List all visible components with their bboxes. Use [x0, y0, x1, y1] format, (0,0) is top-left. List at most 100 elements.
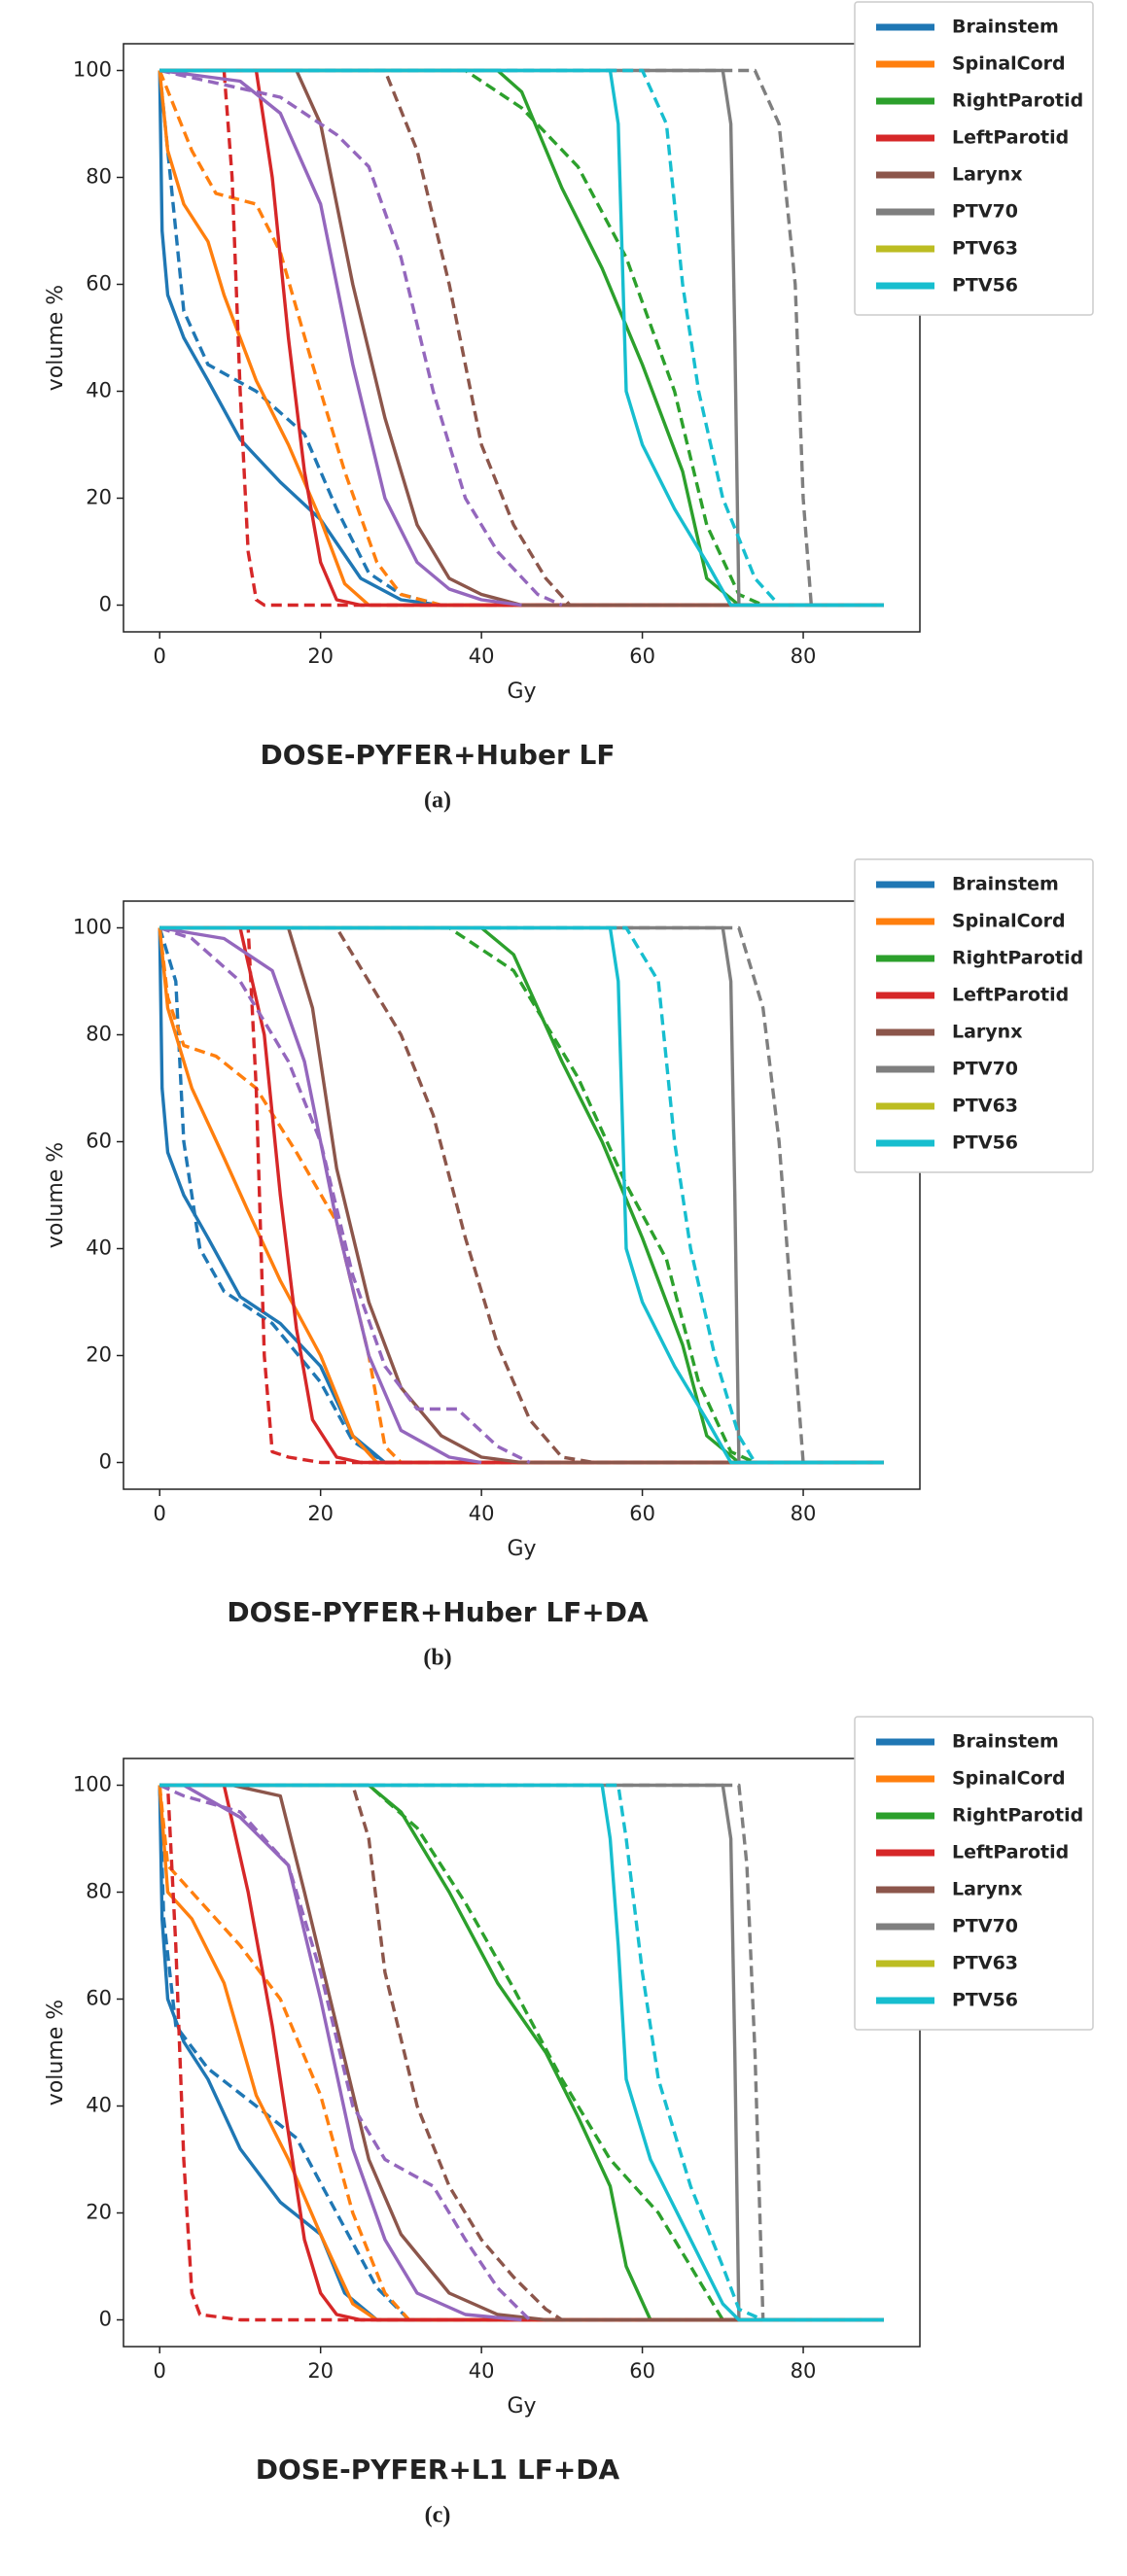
y-tick-label: 0 [99, 593, 112, 616]
x-axis-label: Gy [507, 2394, 536, 2419]
chart-title: DOSE-PYFER+L1 LF+DA [256, 2454, 620, 2486]
series-line [158, 70, 884, 608]
series-line [159, 68, 884, 608]
x-tick-label: 0 [154, 2359, 166, 2383]
x-tick-label: 0 [154, 644, 166, 668]
series-line [158, 1785, 884, 2322]
legend-label: SpinalCord [952, 1768, 1066, 1790]
legend-label: Brainstem [952, 17, 1059, 38]
legend-box [854, 1716, 1094, 2031]
y-tick-label: 40 [86, 1236, 112, 1260]
series-line [159, 1783, 884, 2322]
y-tick-label: 60 [86, 1130, 112, 1153]
y-tick-label: 0 [99, 2308, 112, 2331]
legend-label: LeftParotid [952, 985, 1069, 1006]
y-tick-label: 80 [86, 165, 112, 189]
chart-panel: 0 20 40 60 80 0 20 40 60 80 100 Gy volume % Brainstem… [44, 858, 1094, 1671]
series-line [158, 927, 884, 1465]
legend-label: SpinalCord [952, 53, 1066, 75]
series-line [159, 1783, 884, 2322]
y-tick-label: 80 [86, 1023, 112, 1046]
x-tick-label: 20 [307, 2359, 334, 2383]
series-line [158, 927, 884, 1465]
legend-label: RightParotid [952, 1805, 1083, 1827]
legend-label: LeftParotid [952, 127, 1069, 149]
legend-label: PTV70 [952, 1059, 1018, 1080]
legend-box [854, 858, 1094, 1173]
legend-label: Larynx [952, 1022, 1022, 1043]
series-line [159, 925, 884, 1465]
series-line [159, 68, 884, 608]
series-line [159, 925, 884, 1465]
y-tick-label: 60 [86, 272, 112, 296]
y-tick-label: 20 [86, 486, 112, 509]
series-line [158, 1785, 884, 2322]
legend-label: Larynx [952, 164, 1022, 186]
x-axis-label: Gy [507, 679, 536, 704]
legend-label: SpinalCord [952, 911, 1066, 932]
chart-title: DOSE-PYFER+Huber LF+DA [227, 1596, 649, 1628]
x-tick-label: 40 [469, 2359, 495, 2383]
x-tick-label: 40 [469, 644, 495, 668]
legend-label: RightParotid [952, 90, 1083, 112]
series-line [158, 68, 522, 608]
y-axis-label: volume % [44, 2000, 68, 2106]
series-line [158, 927, 884, 1465]
x-tick-label: 80 [791, 2359, 817, 2383]
legend-label: PTV63 [952, 238, 1018, 260]
y-tick-label: 40 [86, 2094, 112, 2117]
panel-label: (a) [424, 788, 451, 814]
series-line [159, 925, 884, 1465]
x-tick-label: 80 [791, 644, 817, 668]
series-line [159, 68, 884, 608]
legend-label: PTV63 [952, 1953, 1018, 1974]
y-axis-label: volume % [44, 1142, 68, 1248]
series-line [159, 68, 884, 608]
series-line [159, 925, 884, 1465]
y-tick-label: 100 [73, 58, 112, 82]
series-line [159, 925, 884, 1465]
series-line [159, 68, 884, 608]
x-tick-label: 20 [307, 1502, 334, 1525]
x-tick-label: 40 [469, 1502, 495, 1525]
x-tick-label: 80 [791, 1502, 817, 1525]
legend-label: RightParotid [952, 948, 1083, 969]
panel-label: (c) [425, 2503, 451, 2528]
plot-frame [123, 43, 921, 633]
series-line [159, 925, 884, 1465]
series-line [159, 925, 884, 1465]
legend-label: Brainstem [952, 874, 1059, 895]
y-tick-label: 0 [99, 1450, 112, 1474]
y-tick-label: 40 [86, 379, 112, 402]
x-axis-label: Gy [507, 1537, 536, 1561]
series-line [158, 1785, 884, 2322]
x-tick-label: 0 [154, 1502, 166, 1525]
legend-label: LeftParotid [952, 1842, 1069, 1863]
series-line [158, 927, 884, 1465]
legend-label: Brainstem [952, 1731, 1059, 1753]
series-line [159, 925, 884, 1465]
series-line [159, 1783, 522, 2322]
y-tick-label: 60 [86, 1987, 112, 2010]
series-line [159, 68, 884, 608]
legend-label: PTV56 [952, 1990, 1018, 2011]
y-axis-label: volume % [44, 285, 68, 391]
x-tick-label: 20 [307, 644, 334, 668]
series-line [158, 70, 884, 608]
legend-label: PTV70 [952, 201, 1018, 223]
x-tick-label: 60 [629, 644, 655, 668]
y-tick-label: 100 [73, 1773, 112, 1796]
y-tick-label: 80 [86, 1880, 112, 1903]
x-tick-label: 60 [629, 1502, 655, 1525]
series-line [158, 1783, 532, 2321]
series-line [158, 70, 884, 608]
legend-label: PTV56 [952, 1132, 1018, 1154]
series-line [158, 925, 531, 1465]
series-line [159, 1783, 884, 2322]
series-line [158, 925, 482, 1465]
chart-panel: 0 20 40 60 80 0 20 40 60 80 100 Gy volume % Brainstem… [44, 1716, 1094, 2528]
legend-box [854, 1, 1094, 316]
legend-label: PTV56 [952, 275, 1018, 296]
